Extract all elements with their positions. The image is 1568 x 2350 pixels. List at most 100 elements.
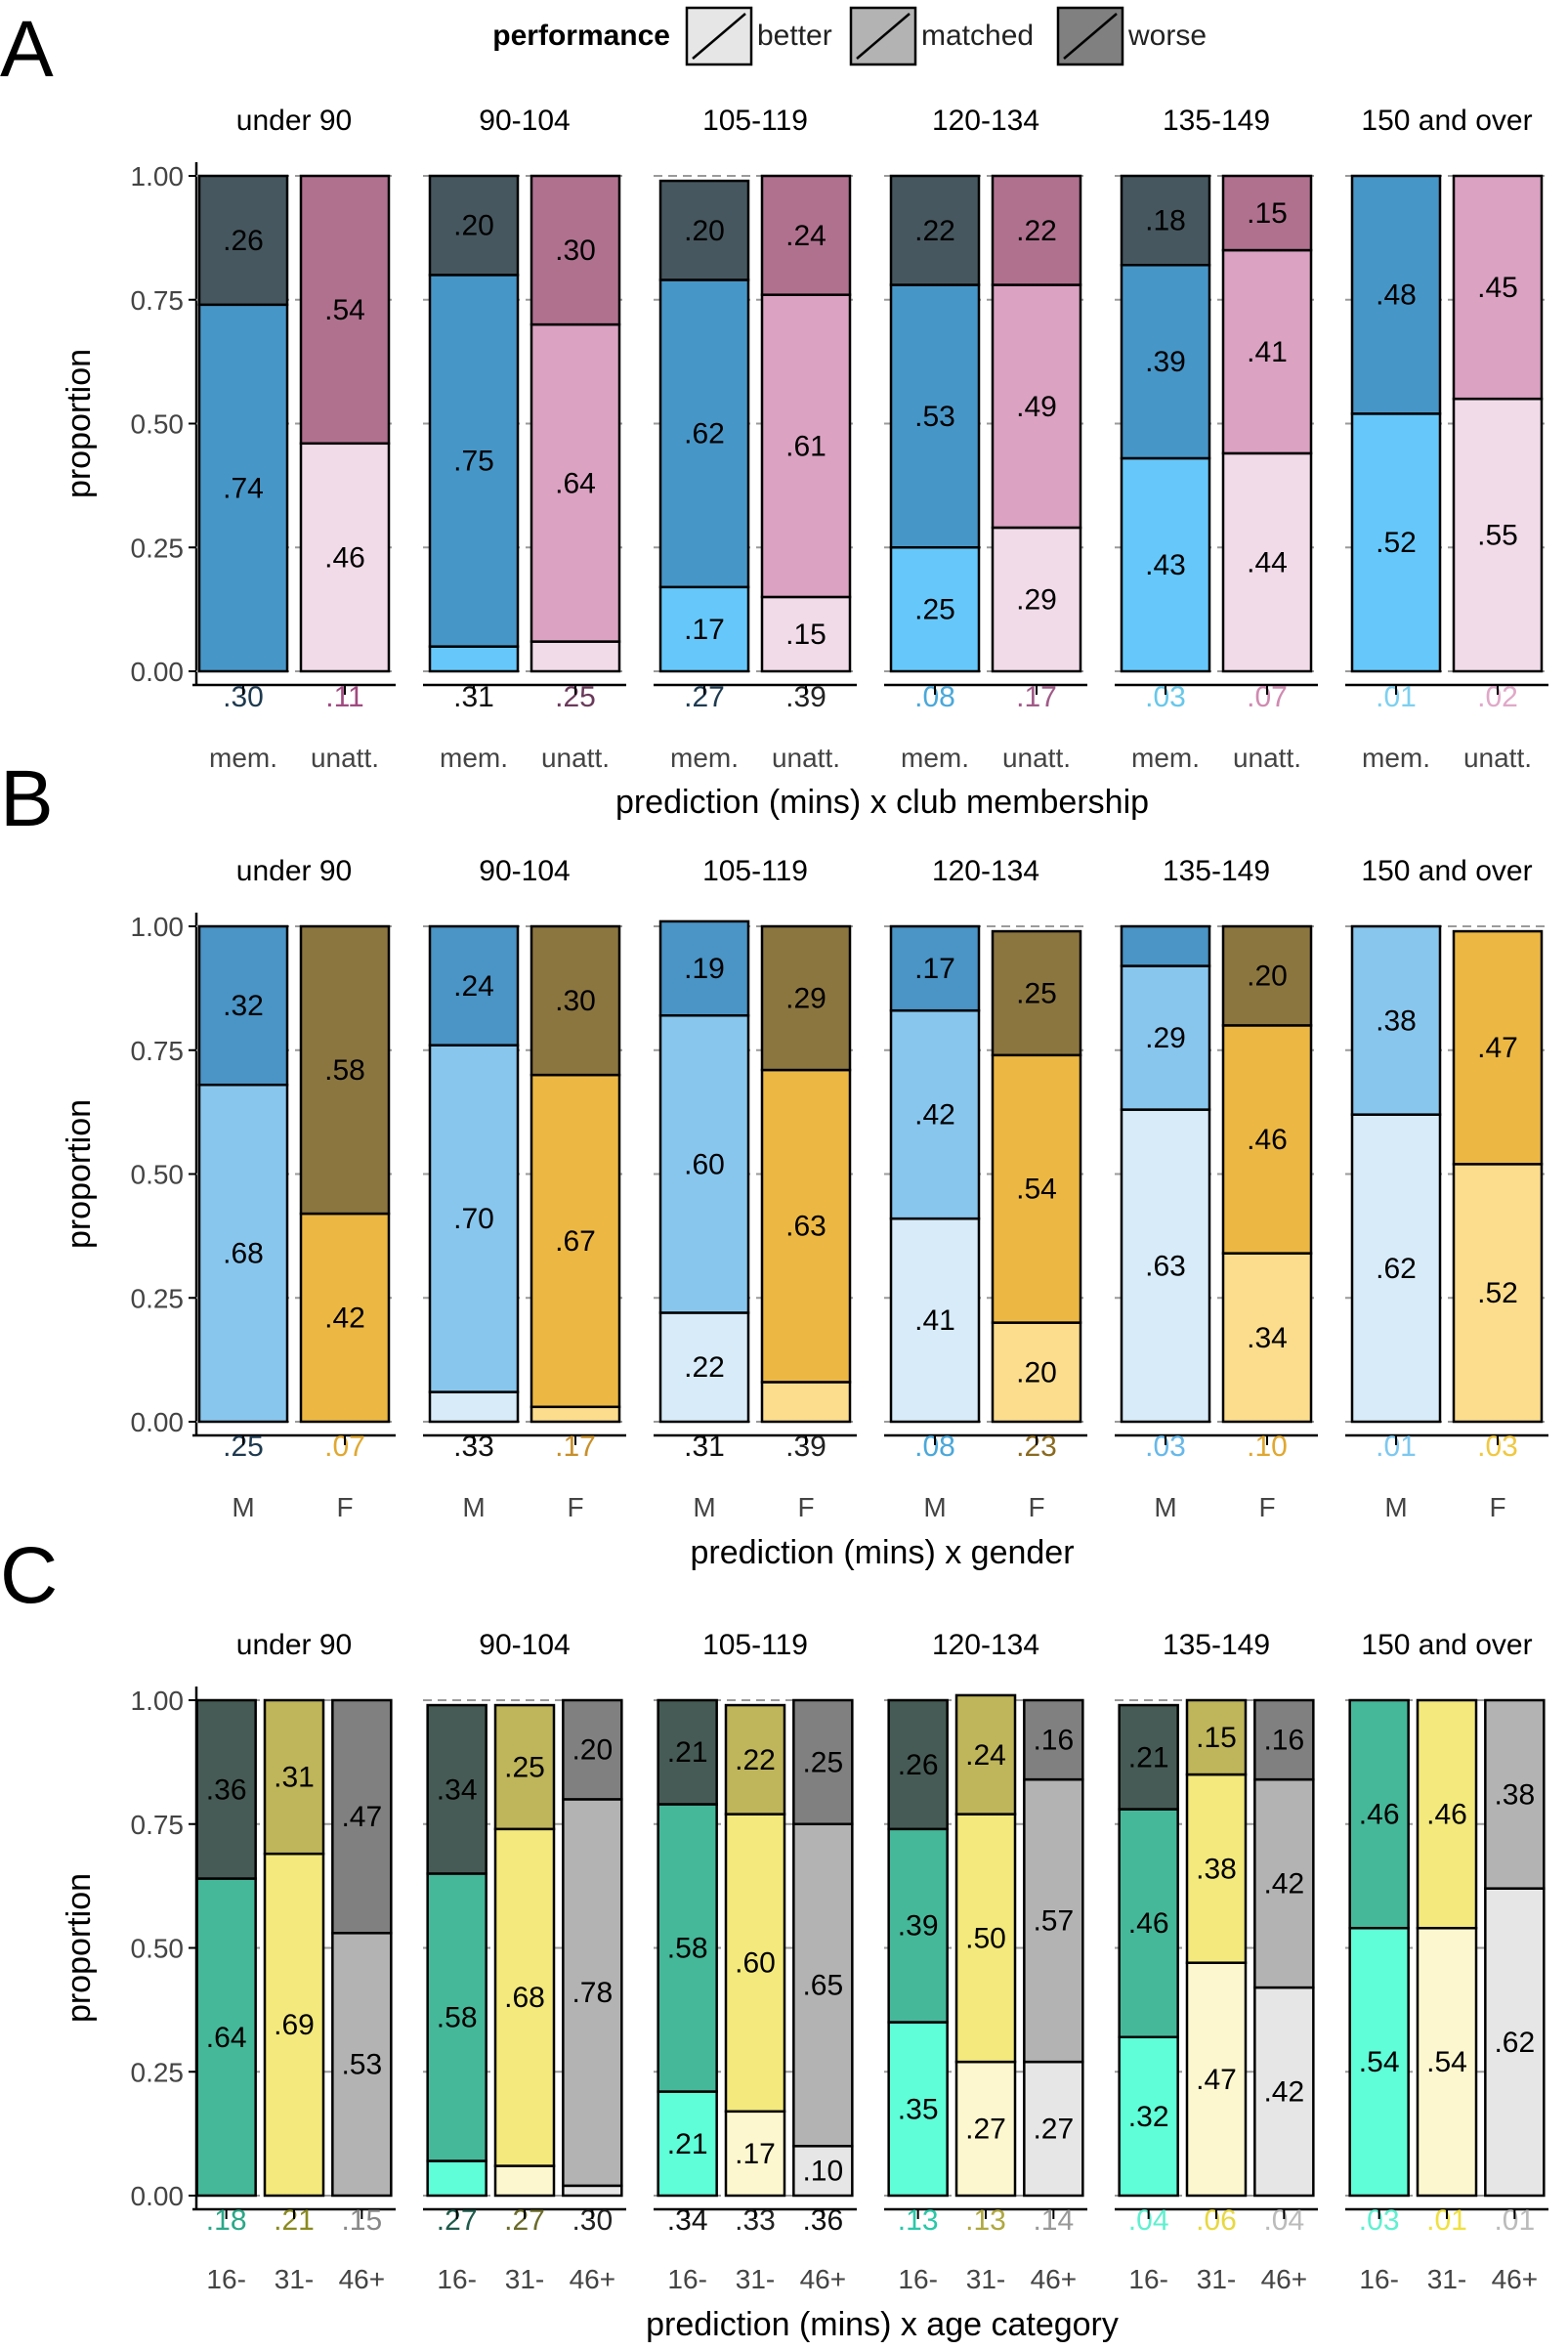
legend-label-better: better [757, 20, 832, 52]
facet-150-and-over: 150 and over .54 .46 .03 16- .54 .46 .01 31- .62.… [1345, 1629, 1548, 2294]
data-label-better: .43 [1145, 549, 1186, 581]
x-tick-label: 46+ [1492, 2264, 1539, 2294]
bar-segment-F-better [1221, 1252, 1313, 1424]
bar-segment-16-worse [657, 1698, 718, 1806]
facet-135-149: 135-149 .32 .46 .21 .04 16- .47 .38 .15 .06 31- .42… [1115, 1629, 1318, 2294]
y-tick-label: 0.00 [131, 657, 185, 687]
facet-strip-label: under 90 [236, 855, 352, 887]
data-label-matched: .41 [1247, 336, 1288, 368]
data-label-worse: .15 [1247, 197, 1288, 230]
data-label-matched: .42 [914, 1099, 955, 1132]
x-tick-label: F [336, 1492, 353, 1522]
panel-letter: B [0, 754, 54, 843]
bar-segment-46-better [1253, 1986, 1315, 2198]
data-label-better: .46 [324, 541, 365, 574]
x-tick-label: mem. [440, 743, 508, 773]
x-tick-label: F [1028, 1492, 1044, 1522]
share-label: .08 [914, 1431, 955, 1463]
bar-segment-mem-matched [658, 278, 750, 589]
data-label-matched: .58 [667, 1933, 708, 1965]
bar-segment-F-worse [1221, 924, 1313, 1027]
data-label-worse: .18 [1145, 205, 1186, 237]
bar-segment-46-worse [792, 1698, 854, 1825]
bar-segment-M-better [1120, 1108, 1211, 1424]
data-label-matched: .68 [223, 1238, 264, 1270]
bar-segment-F-better [760, 1381, 852, 1424]
bar-segment-mem-better [1120, 456, 1211, 673]
data-label-matched: .67 [555, 1225, 596, 1258]
data-label-better: .27 [1033, 2114, 1074, 2146]
bar-segment-mem-matched [1120, 264, 1211, 460]
bar-segment-mem-better [658, 585, 750, 673]
bar-segment-M-worse [197, 924, 289, 1087]
x-axis-label: prediction (mins) x club membership [615, 784, 1149, 821]
share-label: .06 [1196, 2204, 1237, 2237]
share-label: .33 [735, 2204, 776, 2237]
data-label-matched: .42 [1263, 1868, 1304, 1901]
y-tick-label: 1.00 [131, 912, 185, 942]
bar-segment-31-better [1416, 1926, 1478, 2198]
data-label-better: .63 [1145, 1250, 1186, 1282]
facet-strip-label: 105-119 [702, 105, 808, 137]
bar-segment-F-better [1452, 1163, 1544, 1424]
bar-segment-31-worse [1185, 1698, 1248, 1776]
legend-label-matched: matched [921, 20, 1034, 52]
share-label: .07 [324, 1431, 365, 1463]
bar-segment-M-better [428, 1390, 520, 1424]
bar-segment-31-matched [1416, 1698, 1478, 1930]
data-label-worse: .21 [1128, 1741, 1169, 1773]
data-label-matched: .68 [504, 1982, 545, 2014]
facet-strip-label: 105-119 [702, 855, 808, 887]
y-tick-label: 0.50 [131, 1934, 185, 1964]
bar-segment-46-worse [331, 1698, 393, 1935]
x-tick-label: 31- [505, 2264, 544, 2294]
share-label: .03 [1359, 2204, 1400, 2237]
x-tick-label: unatt. [311, 743, 379, 773]
bar-segment-46-matched [1023, 1777, 1084, 2064]
data-label-matched: .74 [223, 472, 264, 504]
y-tick-label: 0.75 [131, 1810, 185, 1840]
share-label: .13 [965, 2204, 1006, 2237]
bar-segment-F-matched [991, 1053, 1082, 1324]
x-tick-label: 16- [1359, 2264, 1398, 2294]
facet-120-134: 120-134 .35 .39 .26 .13 16- .27 .50 .24 .13 31- .27… [884, 1629, 1087, 2294]
data-label-matched: .65 [802, 1970, 843, 2002]
share-label: .36 [802, 2204, 843, 2237]
share-label: .27 [437, 2204, 478, 2237]
bar-segment-unatt-worse [760, 174, 852, 296]
facet-90-104: 90-104 .70 .24 .33 M .67 .30 .17 F [423, 855, 626, 1522]
data-label-matched: .39 [898, 1910, 939, 1943]
x-tick-label: 16- [1128, 2264, 1167, 2294]
data-label-worse: .21 [667, 1736, 708, 1769]
x-tick-label: M [923, 1492, 946, 1522]
data-label-worse: .25 [1016, 977, 1057, 1009]
bar-segment-F-matched [530, 1073, 621, 1409]
y-tick-label: 0.75 [131, 285, 185, 316]
bar-segment-mem-matched [1350, 174, 1442, 415]
data-label-matched: .46 [1426, 1799, 1467, 1831]
data-label-matched: .45 [1477, 272, 1518, 304]
facet-strip-label: 90-104 [479, 855, 570, 887]
bar-segment-unatt-worse [1221, 174, 1313, 252]
bar-segment-F-better [991, 1321, 1082, 1424]
share-label: .18 [206, 2204, 247, 2237]
bar-segment-46-better [562, 2184, 623, 2198]
y-tick-label: 1.00 [131, 1686, 185, 1716]
bar-segment-unatt-matched [1452, 174, 1544, 401]
y-axis-label: proportion [61, 1099, 98, 1249]
data-label-worse: .30 [555, 985, 596, 1017]
data-label-matched: .29 [1145, 1022, 1186, 1054]
bar-segment-unatt-better [760, 595, 852, 673]
data-label-worse: .26 [898, 1749, 939, 1781]
data-label-better: .62 [1494, 2027, 1535, 2059]
data-label-better: .15 [785, 619, 826, 651]
facet-135-149: 135-149.43.39.18.03mem..44.41.15.07unatt… [1115, 105, 1318, 773]
share-label: .01 [1376, 1431, 1417, 1463]
data-label-better: .20 [1016, 1356, 1057, 1389]
bar-segment-mem-matched [428, 274, 520, 648]
bar-segment-unatt-worse [299, 174, 391, 446]
x-tick-label: F [567, 1492, 583, 1522]
data-label-better: .17 [735, 2138, 776, 2170]
